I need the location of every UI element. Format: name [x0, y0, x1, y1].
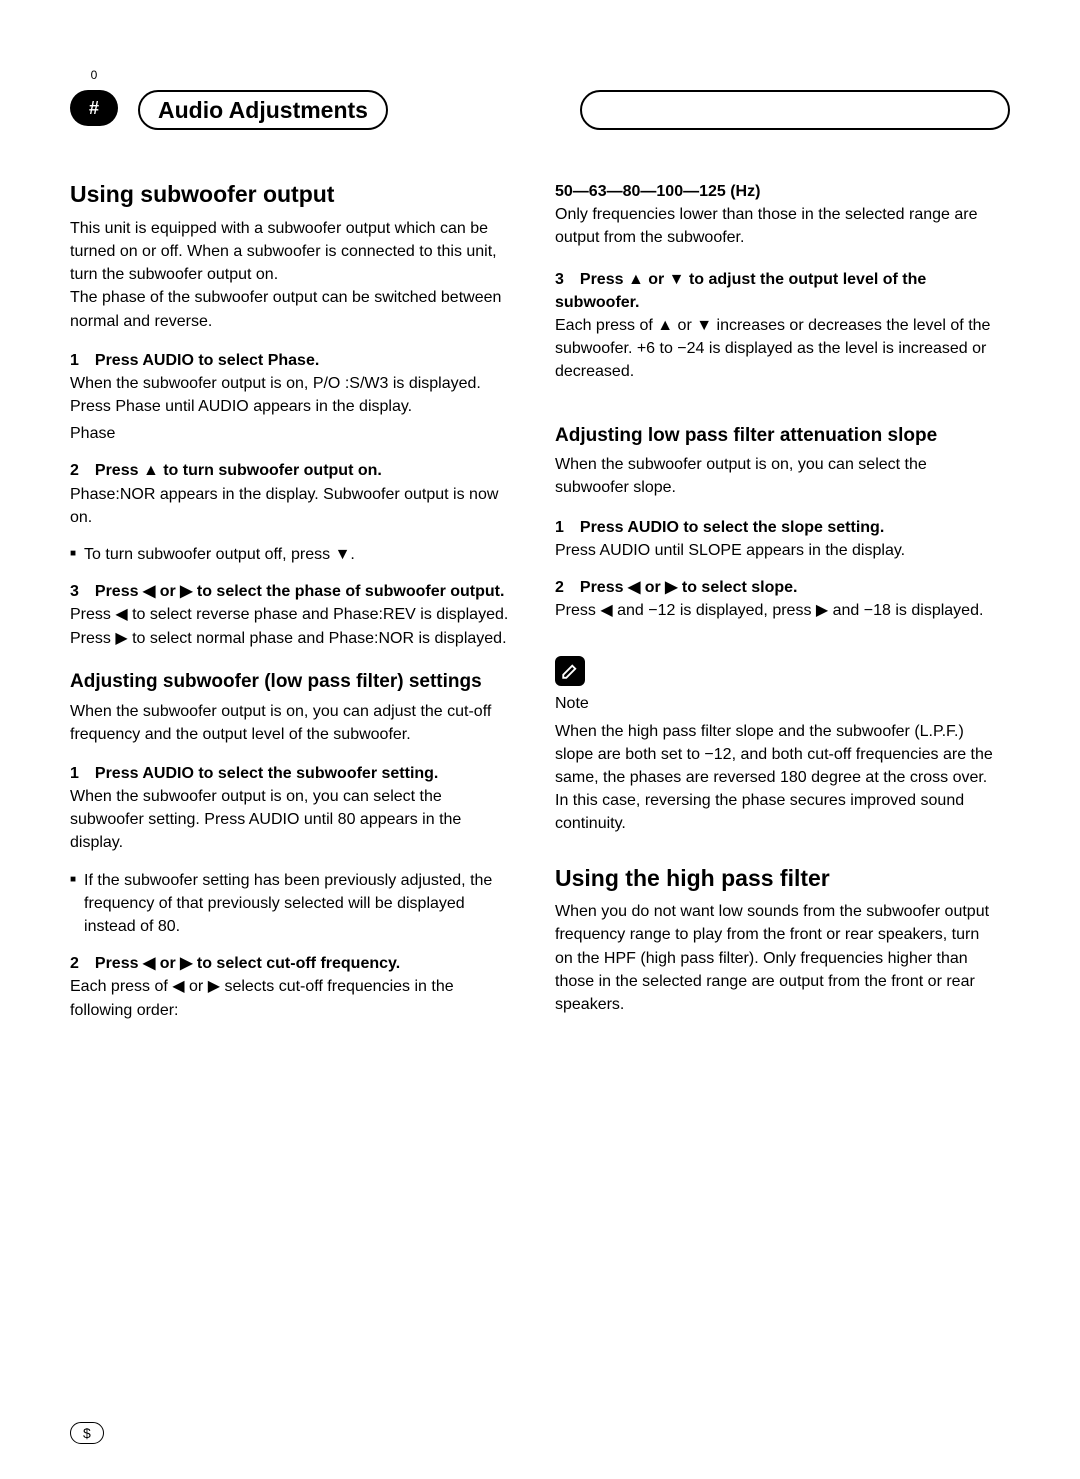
badge-top-label: 0: [91, 68, 98, 82]
note-icon: [555, 656, 585, 686]
lpf-step-1-bullet-text: If the subwoofer setting has been previo…: [84, 869, 510, 939]
freq-line: 50—63—80—100—125 (Hz): [555, 183, 760, 200]
lpf-step-2-body: Each press of ◀ or ▶ selects cut-off fre…: [70, 978, 454, 1018]
step-2-title: 2 Press ▲ to turn subwoofer output on.: [70, 462, 382, 479]
lpf-step-1-title: 1 Press AUDIO to select the subwoofer se…: [70, 765, 438, 782]
phase-label: Phase: [70, 422, 510, 445]
heading-subwoofer-output: Using subwoofer output: [70, 180, 510, 209]
badge-symbol: #: [89, 98, 99, 119]
right-step-3-title: 3 Press ▲ or ▼ to adjust the output leve…: [555, 271, 926, 311]
lpf-step-2: 2 Press ◀ or ▶ to select cut-off frequen…: [70, 952, 510, 1022]
page-number: $: [70, 1422, 104, 1444]
lpf-step-1-body: When the subwoofer output is on, you can…: [70, 788, 461, 851]
note-body: When the high pass filter slope and the …: [555, 720, 995, 836]
slope-step-2: 2 Press ◀ or ▶ to select slope. Press ◀ …: [555, 576, 995, 622]
step-2-bullet-text: To turn subwoofer output off, press ▼.: [84, 543, 355, 566]
slope-step-2-title: 2 Press ◀ or ▶ to select slope.: [555, 579, 797, 596]
right-step-3-body: Each press of ▲ or ▼ increases or decrea…: [555, 317, 990, 380]
note-label: Note: [555, 692, 995, 715]
intro-text: This unit is equipped with a subwoofer o…: [70, 217, 510, 333]
step-1: 1 Press AUDIO to select Phase. When the …: [70, 349, 510, 419]
freq-sequence: 50—63—80—100—125 (Hz) Only frequencies l…: [555, 180, 995, 250]
lpf-step-2-title: 2 Press ◀ or ▶ to select cut-off frequen…: [70, 955, 400, 972]
slope-step-1-body: Press AUDIO until SLOPE appears in the d…: [555, 542, 905, 559]
heading-slope: Adjusting low pass filter attenuation sl…: [555, 424, 995, 448]
step-3-body: Press ◀ to select reverse phase and Phas…: [70, 606, 508, 646]
right-step-3: 3 Press ▲ or ▼ to adjust the output leve…: [555, 268, 995, 384]
step-1-title: 1 Press AUDIO to select Phase.: [70, 352, 319, 369]
hpf-body: When you do not want low sounds from the…: [555, 900, 995, 1016]
empty-header-box: [580, 90, 1010, 130]
section-title: Audio Adjustments: [138, 90, 388, 130]
lpf-step-1-bullet: ■ If the subwoofer setting has been prev…: [70, 869, 510, 939]
slope-intro: When the subwoofer output is on, you can…: [555, 453, 995, 499]
heading-hpf: Using the high pass filter: [555, 864, 995, 893]
slope-step-2-body: Press ◀ and −12 is displayed, press ▶ an…: [555, 602, 983, 619]
step-2: 2 Press ▲ to turn subwoofer output on. P…: [70, 459, 510, 529]
bullet-icon: ■: [70, 869, 76, 939]
lpf-step-1: 1 Press AUDIO to select the subwoofer se…: [70, 762, 510, 855]
bullet-icon: ■: [70, 543, 76, 566]
lpf-intro: When the subwoofer output is on, you can…: [70, 700, 510, 746]
section-number-badge: 0 #: [70, 90, 118, 126]
left-column: Using subwoofer output This unit is equi…: [70, 180, 510, 1036]
heading-lpf-settings: Adjusting subwoofer (low pass filter) se…: [70, 670, 510, 694]
right-column: 50—63—80—100—125 (Hz) Only frequencies l…: [555, 180, 995, 1036]
step-3-title: 3 Press ◀ or ▶ to select the phase of su…: [70, 583, 504, 600]
slope-step-1: 1 Press AUDIO to select the slope settin…: [555, 516, 995, 562]
step-2-body: Phase:NOR appears in the display. Subwoo…: [70, 486, 498, 526]
step-1-body: When the subwoofer output is on, P/O :S/…: [70, 375, 481, 415]
slope-step-1-title: 1 Press AUDIO to select the slope settin…: [555, 519, 884, 536]
step-3: 3 Press ◀ or ▶ to select the phase of su…: [70, 580, 510, 650]
freq-body: Only frequencies lower than those in the…: [555, 206, 977, 246]
step-2-bullet: ■ To turn subwoofer output off, press ▼.: [70, 543, 510, 566]
